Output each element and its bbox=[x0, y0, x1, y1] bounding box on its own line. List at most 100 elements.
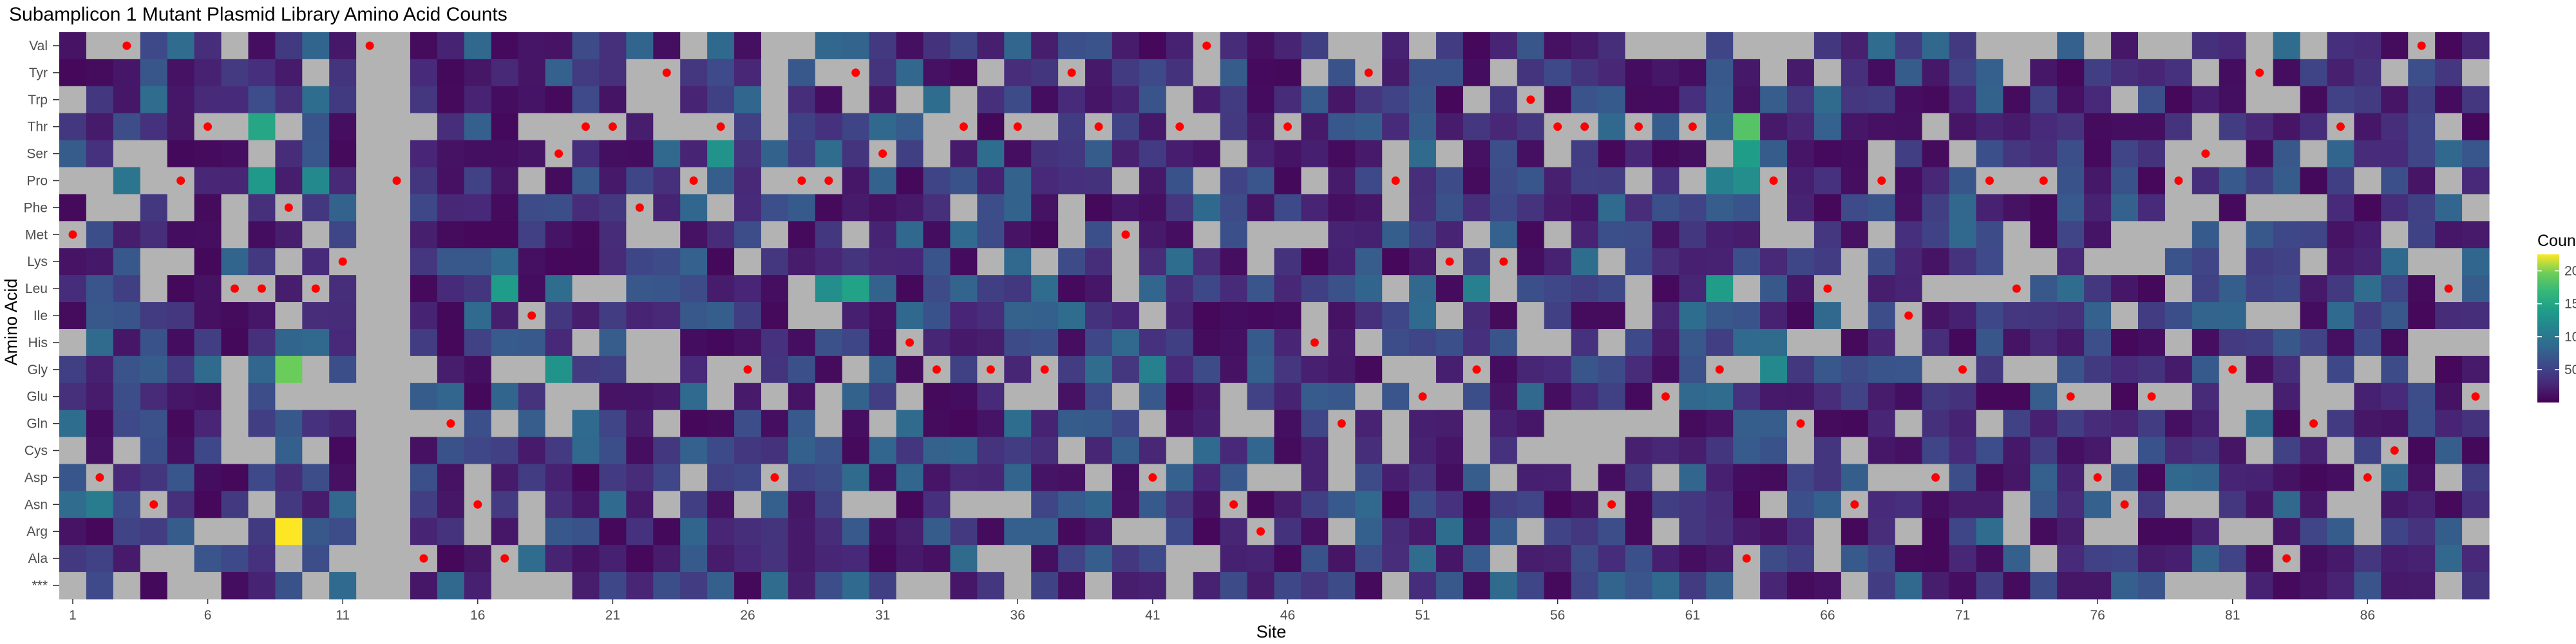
heatmap-cell bbox=[329, 86, 357, 114]
heatmap-cell bbox=[707, 248, 735, 276]
heatmap-cell bbox=[1949, 491, 1977, 518]
heatmap-cell bbox=[707, 194, 735, 222]
heatmap-cell bbox=[59, 518, 87, 545]
heatmap-cell bbox=[1112, 383, 1140, 411]
heatmap-cell bbox=[1274, 194, 1302, 222]
y-tick-label: Glu bbox=[26, 390, 48, 404]
heatmap-cell bbox=[2164, 328, 2193, 357]
heatmap-cell bbox=[2057, 518, 2085, 545]
heatmap-cell bbox=[1490, 545, 1518, 573]
heatmap-cell bbox=[2111, 59, 2139, 87]
heatmap-cell bbox=[1868, 32, 1896, 60]
heatmap-cell bbox=[1193, 221, 1221, 249]
heatmap-cell bbox=[1436, 383, 1464, 411]
y-tick-label: Pro bbox=[26, 173, 48, 188]
heatmap-cell bbox=[1517, 140, 1545, 168]
heatmap-cell bbox=[2138, 113, 2166, 141]
heatmap-cell bbox=[464, 167, 492, 195]
heatmap-cell bbox=[1706, 383, 1734, 411]
heatmap-cell bbox=[680, 32, 708, 60]
heatmap-cell bbox=[1841, 383, 1869, 411]
heatmap-cell bbox=[59, 437, 87, 465]
heatmap-cell bbox=[221, 383, 249, 411]
heatmap-cell bbox=[194, 464, 222, 491]
heatmap-cell bbox=[140, 86, 168, 114]
heatmap-cell bbox=[842, 248, 870, 276]
wildtype-dot bbox=[1364, 68, 1373, 77]
heatmap-cell bbox=[1760, 59, 1788, 87]
heatmap-cell bbox=[2192, 167, 2220, 195]
heatmap-cell bbox=[2138, 491, 2166, 518]
heatmap-cell bbox=[1112, 86, 1140, 114]
heatmap-cell bbox=[1166, 545, 1194, 573]
wildtype-dot bbox=[68, 230, 77, 239]
heatmap-cell bbox=[1652, 572, 1680, 600]
heatmap-cell bbox=[1058, 248, 1086, 276]
heatmap-cell bbox=[2084, 140, 2112, 168]
heatmap-cell bbox=[2300, 518, 2328, 545]
heatmap-cell bbox=[1706, 518, 1734, 545]
heatmap-cell bbox=[1166, 275, 1194, 303]
heatmap-cell bbox=[464, 572, 492, 600]
heatmap-cell bbox=[815, 140, 843, 168]
heatmap-cell bbox=[2003, 464, 2031, 491]
heatmap-cell bbox=[2381, 140, 2409, 168]
heatmap-cell bbox=[1274, 383, 1302, 411]
heatmap-cell bbox=[248, 167, 276, 195]
heatmap-cell bbox=[1922, 302, 1950, 330]
heatmap-cell bbox=[59, 328, 87, 357]
heatmap-cell bbox=[464, 194, 492, 222]
heatmap-cell bbox=[734, 437, 762, 465]
heatmap-cell bbox=[2273, 437, 2301, 465]
heatmap-cell bbox=[248, 545, 276, 573]
wildtype-dot bbox=[1958, 365, 1967, 374]
wildtype-dot bbox=[905, 338, 914, 347]
heatmap-cell bbox=[1463, 437, 1491, 465]
heatmap-cell bbox=[2246, 383, 2274, 411]
heatmap-cell bbox=[2408, 383, 2436, 411]
heatmap-cell bbox=[2084, 437, 2112, 465]
heatmap-cell bbox=[1922, 167, 1950, 195]
heatmap-cell bbox=[1328, 383, 1356, 411]
heatmap-cells bbox=[59, 32, 2490, 600]
heatmap-cell bbox=[2084, 410, 2112, 438]
heatmap-cell bbox=[923, 410, 951, 438]
heatmap-cell bbox=[2327, 140, 2354, 168]
heatmap-cell bbox=[2354, 410, 2382, 438]
heatmap-cell bbox=[626, 491, 654, 518]
heatmap-cell bbox=[221, 113, 249, 141]
heatmap-cell bbox=[329, 572, 357, 600]
heatmap-cell bbox=[842, 275, 870, 303]
heatmap-cell bbox=[491, 194, 519, 222]
heatmap-cell bbox=[464, 248, 492, 276]
heatmap-cell bbox=[1436, 167, 1464, 195]
heatmap-cell bbox=[626, 437, 654, 465]
heatmap-cell bbox=[248, 464, 276, 491]
x-tick-labels: 1 6 11 16 21 26 31 36 41 46 51 56 61 66 71 76 81 86 bbox=[69, 599, 2375, 623]
heatmap-cell bbox=[1868, 221, 1896, 249]
heatmap-cell bbox=[1436, 545, 1464, 573]
heatmap-cell bbox=[572, 545, 600, 573]
wildtype-dot bbox=[2471, 392, 2480, 401]
heatmap-cell bbox=[788, 221, 816, 249]
heatmap-cell bbox=[2030, 464, 2058, 491]
heatmap-cell bbox=[599, 518, 627, 545]
heatmap-cell bbox=[842, 518, 870, 545]
heatmap-cell bbox=[2138, 248, 2166, 276]
heatmap-cell bbox=[194, 383, 222, 411]
heatmap-cell bbox=[1517, 113, 1545, 141]
heatmap-cell bbox=[1544, 140, 1572, 168]
heatmap-cell bbox=[464, 221, 492, 249]
heatmap-cell bbox=[1247, 167, 1275, 195]
heatmap-cell bbox=[194, 491, 222, 518]
heatmap-cell bbox=[221, 328, 249, 357]
heatmap-cell bbox=[1490, 572, 1518, 600]
heatmap-cell bbox=[1760, 248, 1788, 276]
heatmap-cell bbox=[329, 194, 357, 222]
heatmap-cell bbox=[2219, 437, 2247, 465]
wildtype-dot bbox=[1202, 41, 1211, 50]
heatmap-cell bbox=[1598, 167, 1626, 195]
heatmap-cell bbox=[2111, 302, 2139, 330]
heatmap-cell bbox=[572, 140, 600, 168]
heatmap-cell bbox=[1490, 464, 1518, 491]
